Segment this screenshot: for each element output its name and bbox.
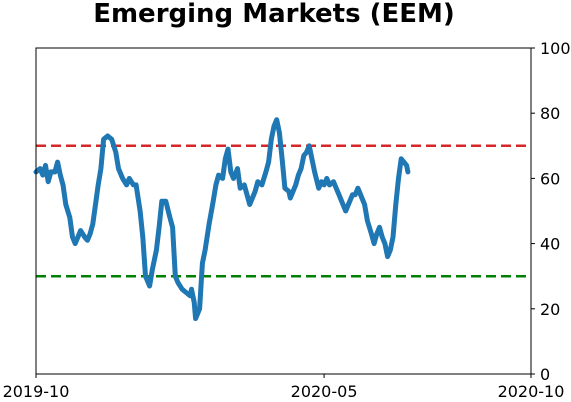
x-tick-label-0: 2019-10 (3, 382, 70, 401)
y-tick-label-2: 40 (540, 235, 560, 254)
y-tick-label-0: 0 (540, 365, 550, 384)
y-tick-label-4: 80 (540, 104, 560, 123)
y-tick-label-5: 100 (540, 39, 571, 58)
reference-lines (36, 144, 531, 278)
y-tick-label-3: 60 (540, 169, 560, 188)
chart-title: Emerging Markets (EEM) (93, 0, 455, 29)
series-layer (33, 117, 411, 322)
plot-frame (35, 47, 532, 375)
series-line-0 (33, 117, 411, 322)
x-axis: 2019-10 2020-05 2020-10 (3, 374, 565, 401)
y-tick-label-1: 20 (540, 300, 560, 319)
x-tick-label-2: 2020-10 (498, 382, 565, 401)
y-axis: 0 20 40 60 80 100 (531, 39, 571, 384)
x-tick-label-1: 2020-05 (291, 382, 358, 401)
